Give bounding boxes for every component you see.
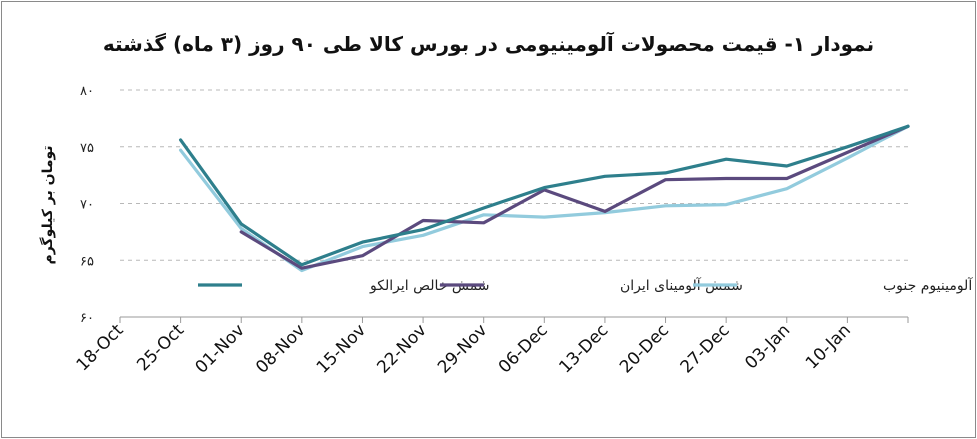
x-tick-label: 08-Nov [252, 320, 309, 377]
x-tick-label: 29-Nov [434, 320, 491, 377]
legend-label-2: شمش آلومینای ایران [620, 277, 743, 294]
x-tick-label: 06-Dec [495, 320, 552, 377]
x-tick-label: 01-Nov [192, 320, 249, 377]
x-tick-label: 13-Dec [555, 320, 612, 377]
x-tick-label: 18-Oct [73, 320, 128, 375]
y-tick-label: ۷۵ [80, 141, 94, 156]
legend-label-3: شمش آلومینیوم جنوب [883, 277, 977, 294]
x-tick-label: 22-Nov [373, 320, 430, 377]
x-tick-label: 27-Dec [677, 320, 734, 377]
y-tick-label: ۸۰ [80, 84, 94, 99]
y-tick-label: ۶۵ [80, 254, 94, 269]
chart-title: نمودار ۱- قیمت محصولات آلومینیومی در بور… [102, 32, 875, 56]
y-tick-label: ۷۰ [80, 198, 94, 213]
y-axis-label: تومان بر کیلوگرم [39, 145, 56, 264]
x-tick-label: 03-Jan [741, 320, 794, 373]
series-line-3 [179, 124, 910, 273]
y-tick-label: ۶۰ [80, 311, 94, 326]
x-tick-label: 20-Dec [616, 320, 673, 377]
x-tick-label: 10-Jan [802, 320, 855, 373]
legend-label-1: شمش خالص ایرالکو [369, 278, 490, 294]
series-line-1 [179, 124, 910, 267]
x-tick-label: 25-Oct [133, 320, 188, 375]
x-tick-label: 15-Nov [313, 320, 370, 377]
series-line-2 [239, 124, 910, 270]
